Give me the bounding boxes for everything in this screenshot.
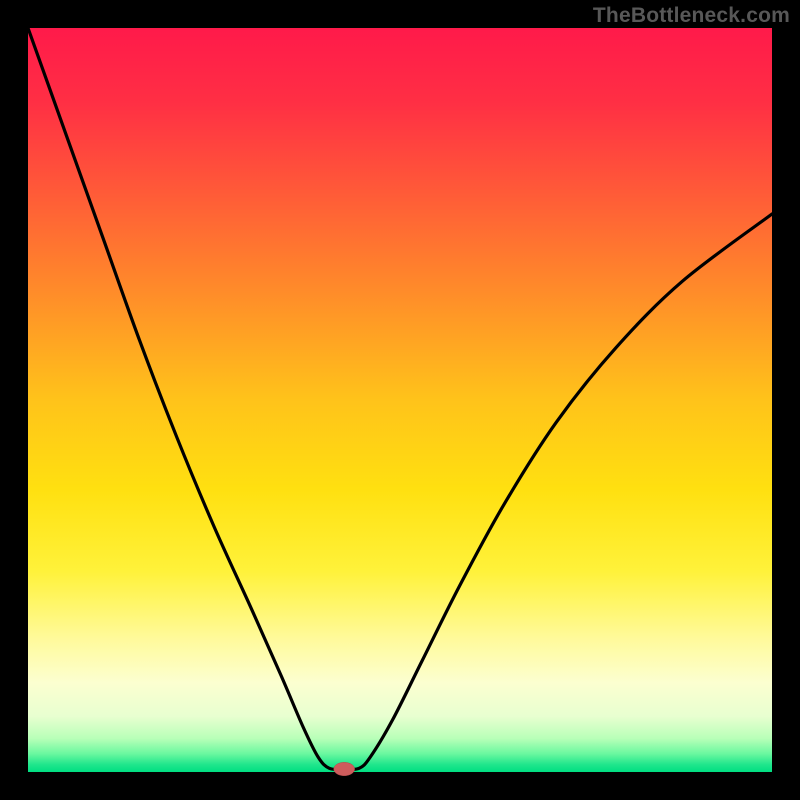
chart-plot-background <box>28 28 772 772</box>
watermark-text: TheBottleneck.com <box>593 4 790 28</box>
optimal-point-marker <box>334 762 355 775</box>
bottleneck-chart <box>0 0 800 800</box>
